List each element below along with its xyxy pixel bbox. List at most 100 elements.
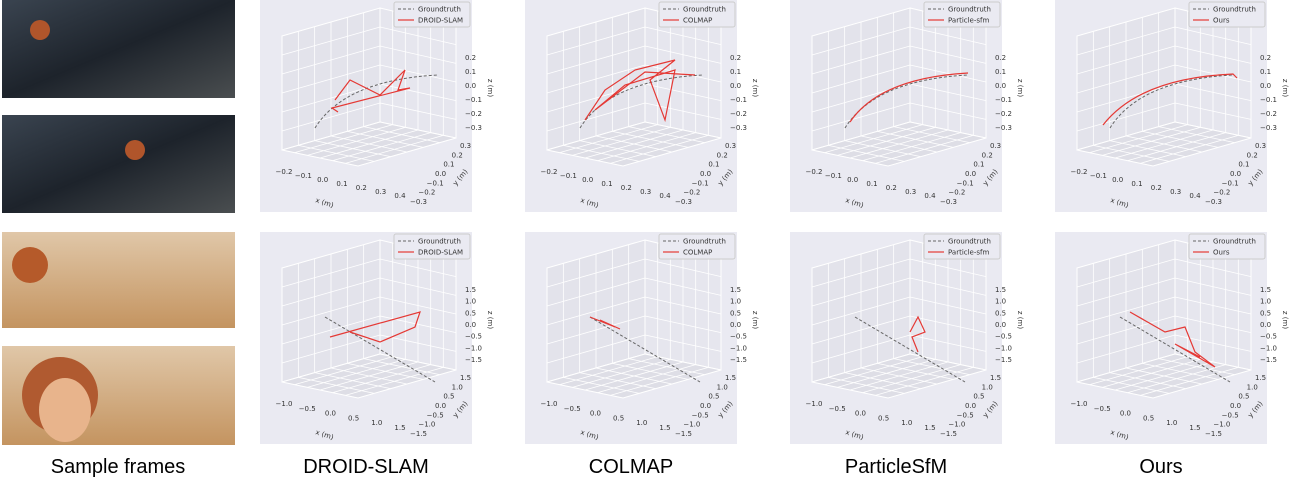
z-tick-label: −1.0 [465,344,482,352]
z-tick-label: −0.5 [730,333,747,341]
legend-label: DROID-SLAM [418,17,463,25]
x-tick-label: 0.3 [640,188,651,196]
x-tick-label: 0.4 [924,192,936,200]
x-tick-label: 1.5 [659,424,670,432]
z-tick-label: −0.5 [465,333,482,341]
plot: 0.20.10.0−0.1−0.2−0.3−0.2 −0.1 0.0 0.1 0.2 0.… [525,0,759,212]
z-tick-label: −1.5 [730,356,747,364]
y-tick-label: 0.2 [1247,151,1258,159]
z-tick-label: 0.0 [730,82,741,90]
legend-label: Particle-sfm [948,249,990,257]
x-tick-label: 0.5 [613,414,624,422]
x-tick-label: −0.1 [1090,172,1107,180]
groundtruth-trajectory [1119,316,1231,383]
y-tick-label: −0.2 [418,189,435,197]
x-tick-label: −0.5 [564,405,581,413]
y-tick-label: −0.2 [683,189,700,197]
x-tick-label: 0.0 [590,410,601,418]
x-tick-label: 0.0 [582,176,593,184]
column-caption: COLMAP [589,456,673,478]
y-tick-label: 1.5 [990,374,1001,382]
z-axis-label: z (m) [1281,79,1289,97]
y-tick-label: 1.5 [460,374,471,382]
z-tick-label: 0.1 [730,68,741,76]
z-tick-label: 0.2 [465,54,476,62]
plot: 0.20.10.0−0.1−0.2−0.3−0.2 −0.1 0.0 0.1 0.2 0.… [1055,0,1289,212]
y-tick-label: −0.5 [957,411,974,419]
x-tick-label: 0.2 [886,184,897,192]
plot: 1.51.00.50.0−0.5−1.0−1.5−1.0−0.50.00.51.… [1055,232,1289,444]
z-tick-label: 0.1 [465,68,476,76]
legend-box [1188,233,1266,260]
z-tick-label: −1.0 [730,344,747,352]
z-axis-label: z (m) [1281,311,1289,329]
column-caption: DROID-SLAM [303,456,429,478]
y-tick-label: 0.5 [973,393,984,401]
legend-label: Ours [1213,17,1230,25]
y-tick-label: 0.0 [965,170,976,178]
z-tick-label: 0.0 [1260,82,1271,90]
plot: 1.51.00.50.0−0.5−1.0−1.5−1.0−0.50.00.51.… [260,232,494,444]
y-tick-label: 0.0 [700,170,711,178]
legend-box [1188,1,1266,28]
sample-frames [2,0,235,445]
y-tick-label: 0.0 [1230,170,1241,178]
frame-image [2,115,235,213]
z-tick-label: 0.0 [730,321,741,329]
z-tick-label: −0.2 [995,110,1012,118]
legend-box [393,1,471,28]
y-tick-label: 0.5 [1238,393,1249,401]
legend-box [658,233,736,260]
y-tick-label: 1.0 [717,383,728,391]
x-tick-label: 0.1 [601,180,612,188]
z-tick-label: 1.0 [465,298,476,306]
z-tick-label: −0.3 [730,124,747,132]
x-tick-label: 1.5 [1189,424,1200,432]
pane-grid [875,134,974,164]
z-tick-label: 1.5 [1260,286,1271,294]
x-tick-label: −1.0 [541,400,558,408]
y-tick-label: 1.0 [1247,383,1258,391]
z-tick-label: −0.1 [995,96,1012,104]
plot: 1.51.00.50.0−0.5−1.0−1.5−1.0−0.50.00.51.… [790,232,1024,444]
plot: 0.20.10.0−0.1−0.2−0.3−0.2 −0.1 0.0 0.1 0.2 0.… [790,0,1024,212]
legend-label: Groundtruth [418,238,461,246]
x-tick-label: 0.2 [356,184,367,192]
y-tick-label: −0.2 [948,189,965,197]
legend-box [923,233,1001,260]
y-tick-label: −0.5 [1222,411,1239,419]
y-tick-label: 0.0 [435,170,446,178]
estimate-trajectory [584,59,696,123]
y-tick-label: 0.2 [982,151,993,159]
y-tick-label: 0.1 [443,161,454,169]
y-tick-label: −0.3 [410,198,427,206]
pane-grid [1140,366,1239,396]
x-tick-label: 1.0 [1166,419,1177,427]
estimate-trajectory [1129,311,1216,368]
x-tick-label: −1.0 [276,400,293,408]
y-tick-label: 0.3 [990,142,1001,150]
y-tick-label: 0.0 [1230,402,1241,410]
z-tick-label: −0.3 [465,124,482,132]
y-tick-label: 1.5 [1255,374,1266,382]
y-tick-label: 0.2 [717,151,728,159]
estimate-trajectory [589,316,621,330]
x-tick-label: 0.4 [1189,192,1201,200]
column-caption: Sample frames [51,456,186,478]
y-tick-label: −1.5 [675,430,692,438]
z-tick-label: −1.0 [1260,344,1277,352]
x-tick-label: 0.0 [1120,410,1131,418]
y-tick-label: 1.0 [982,383,993,391]
z-tick-label: 0.0 [995,82,1006,90]
x-tick-label: 0.3 [905,188,916,196]
y-tick-label: 0.1 [1238,161,1249,169]
x-tick-label: 0.2 [621,184,632,192]
legend-label: Groundtruth [683,6,726,14]
frame-detail [39,378,91,442]
y-tick-label: −0.5 [427,411,444,419]
z-tick-label: −1.5 [1260,356,1277,364]
groundtruth-trajectory [854,316,966,383]
y-tick-label: −0.1 [957,179,974,187]
z-axis-label: z (m) [751,79,759,97]
y-tick-label: −0.5 [692,411,709,419]
